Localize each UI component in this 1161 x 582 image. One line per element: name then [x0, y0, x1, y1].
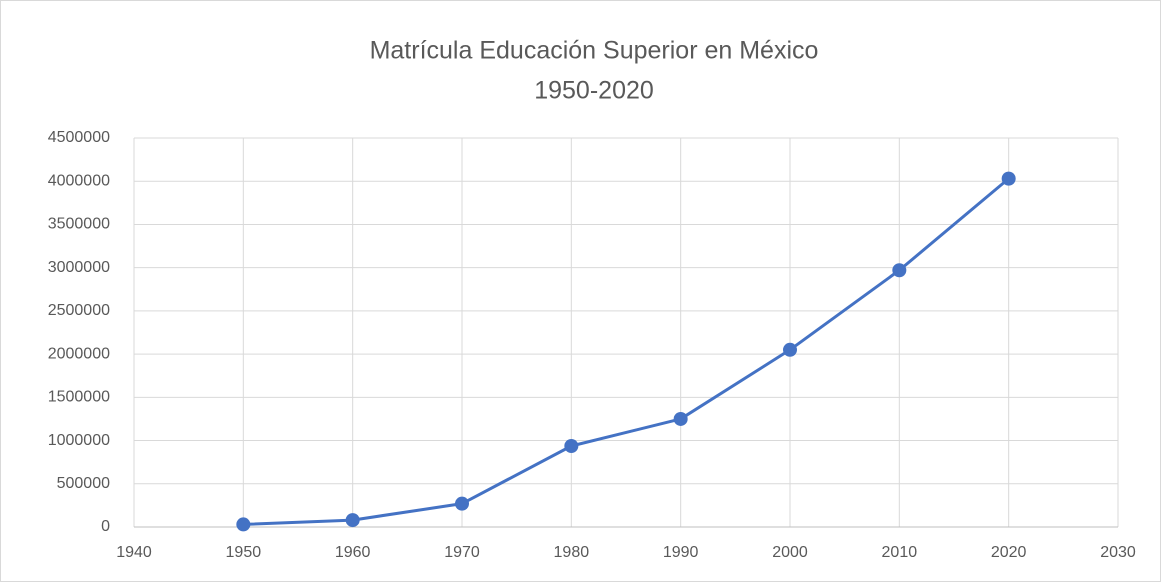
x-tick-label: 2020 — [991, 544, 1027, 561]
y-tick-label: 1500000 — [48, 389, 110, 406]
series-line — [243, 177, 1010, 526]
y-tick-label: 3500000 — [48, 216, 110, 233]
data-point — [783, 342, 797, 357]
y-tick-label: 4500000 — [48, 129, 110, 146]
x-tick-label: 1950 — [226, 544, 262, 561]
x-tick-label: 1980 — [554, 544, 590, 561]
data-point — [1001, 171, 1016, 186]
y-tick-label: 4000000 — [48, 172, 110, 189]
y-tick-label: 2000000 — [48, 345, 110, 362]
data-point — [236, 517, 251, 532]
x-tick-label: 2010 — [882, 544, 918, 561]
chart-title: Matrícula Educación Superior en México — [370, 37, 819, 65]
chart-subtitle: 1950-2020 — [534, 77, 654, 105]
data-point — [673, 411, 688, 426]
x-tick-label: 1940 — [116, 544, 152, 561]
x-tick-label: 1960 — [335, 544, 371, 561]
data-point — [345, 513, 360, 528]
data-point — [564, 439, 579, 454]
x-tick-label: 1990 — [663, 544, 699, 561]
y-tick-label: 500000 — [57, 475, 110, 492]
y-tick-label: 2500000 — [48, 302, 110, 319]
y-tick-label: 1000000 — [48, 432, 110, 449]
data-point — [892, 263, 907, 278]
data-point — [455, 496, 469, 511]
x-tick-label: 2030 — [1100, 544, 1136, 561]
y-tick-label: 0 — [101, 518, 110, 535]
x-tick-label: 1970 — [444, 544, 480, 561]
y-tick-label: 3000000 — [48, 259, 110, 276]
x-tick-label: 2000 — [772, 544, 808, 561]
